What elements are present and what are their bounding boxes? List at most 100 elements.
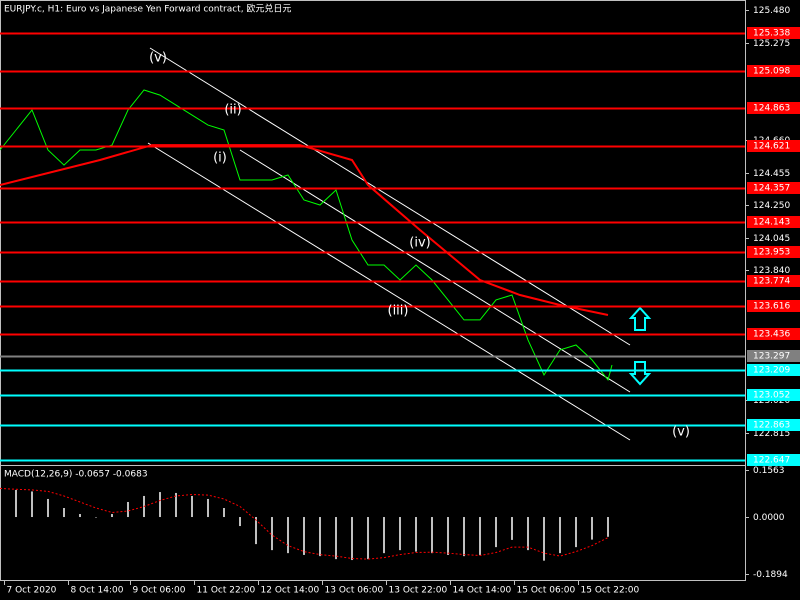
wave-label: (v) [672,425,690,440]
level-label: 123.436 [753,330,790,340]
price-line [0,89,613,381]
wave-label: (iii) [388,304,409,319]
level-label-box [747,364,800,376]
signal-line [0,487,609,560]
macd-bar [31,491,33,518]
level-label-box [747,27,800,39]
y-tick-label: 123.840 [753,266,790,276]
level-label-box [747,328,800,340]
y-tick-label: 124.455 [753,169,790,179]
macd-bar [239,517,241,527]
level-label: 123.774 [753,277,790,287]
x-tick-label: 15 Oct 22:00 [581,586,640,596]
level-label: 124.863 [753,104,790,114]
macd-bar [575,517,577,548]
macd-bar [15,489,17,518]
x-tick-label: 8 Oct 14:00 [71,586,124,596]
y-tick-label: 0.1563 [753,466,785,476]
level-label: 124.357 [753,184,790,194]
channel-line [147,142,631,441]
macd-bar [223,507,225,518]
macd-bar [79,514,81,518]
x-tick-label: 9 Oct 06:00 [133,586,186,596]
level-label: 125.098 [753,67,790,77]
macd-bar [543,517,545,561]
level-label-box [747,182,800,194]
x-tick-label: 12 Oct 14:00 [261,586,320,596]
macd-bar [255,517,257,545]
y-tick-label: 124.045 [753,234,790,244]
level-label: 123.616 [753,302,790,312]
macd-bar [479,517,481,555]
level-label-box [747,300,800,312]
level-label-box [747,216,800,228]
macd-bar [287,517,289,554]
wave-label: (iv) [409,236,430,251]
macd-bar [431,517,433,554]
y-tick-label: 0.0000 [753,513,785,523]
level-label-box [747,454,800,466]
macd-bar [207,498,209,518]
level-label: 123.297 [753,352,790,362]
level-label: 123.953 [753,248,790,258]
level-label: 124.143 [753,218,790,228]
wave-label: (ii) [224,103,241,118]
y-tick-label: 125.480 [753,6,790,16]
x-tick-label: 13 Oct 22:00 [389,586,448,596]
macd-bar [335,517,337,560]
macd-bar [159,492,161,518]
channel-line [149,47,631,346]
level-label-box [747,65,800,77]
macd-bar [303,517,305,555]
macd-bar [319,517,321,557]
macd-bar [367,517,369,560]
plot-frame [0,0,746,581]
level-label: 123.209 [753,366,790,376]
level-label-box [747,246,800,258]
level-label: 123.052 [753,391,790,401]
macd-bar [351,517,353,561]
price-line [0,144,609,316]
macd-bar [447,517,449,555]
level-label-box [747,102,800,114]
level-label: 122.647 [753,456,790,466]
arrows [628,306,652,386]
macd-title: MACD(12,26,9) -0.0657 -0.0683 [4,470,148,480]
y-tick-label: 125.275 [753,39,790,49]
macd-bar [127,501,129,518]
macd-bar [47,498,49,518]
macd-bar [383,517,385,554]
macd-bar [511,517,513,540]
wave-label: (v) [149,51,167,66]
macd-bar [399,517,401,551]
x-tick-label: 13 Oct 06:00 [325,586,384,596]
level-label-box [747,275,800,287]
macd-bar [495,517,497,548]
x-tick-label: 14 Oct 14:00 [453,586,512,596]
level-label: 125.338 [753,29,790,39]
y-tick-label: -0.1894 [753,570,788,580]
x-tick-label: 15 Oct 06:00 [517,586,576,596]
macd-bar [559,517,561,554]
macd-bar [415,517,417,552]
y-tick-label: 122.815 [753,429,790,439]
up-arrow [628,306,652,331]
wave-label: (i) [213,151,227,166]
x-tick-label: 7 Oct 2020 [7,586,57,596]
level-label-box [747,140,800,152]
macd-bar [63,507,65,518]
channel [147,47,631,441]
macd-bar [607,517,609,537]
macd-bar [0,489,1,518]
level-label: 122.863 [753,421,790,431]
level-label-box [747,350,800,362]
macd-bar [591,517,593,540]
level-label-box [747,419,800,431]
macd-bar [463,517,465,557]
macd-bar [175,492,177,518]
macd-bar [191,495,193,518]
macd-bar [95,517,97,518]
